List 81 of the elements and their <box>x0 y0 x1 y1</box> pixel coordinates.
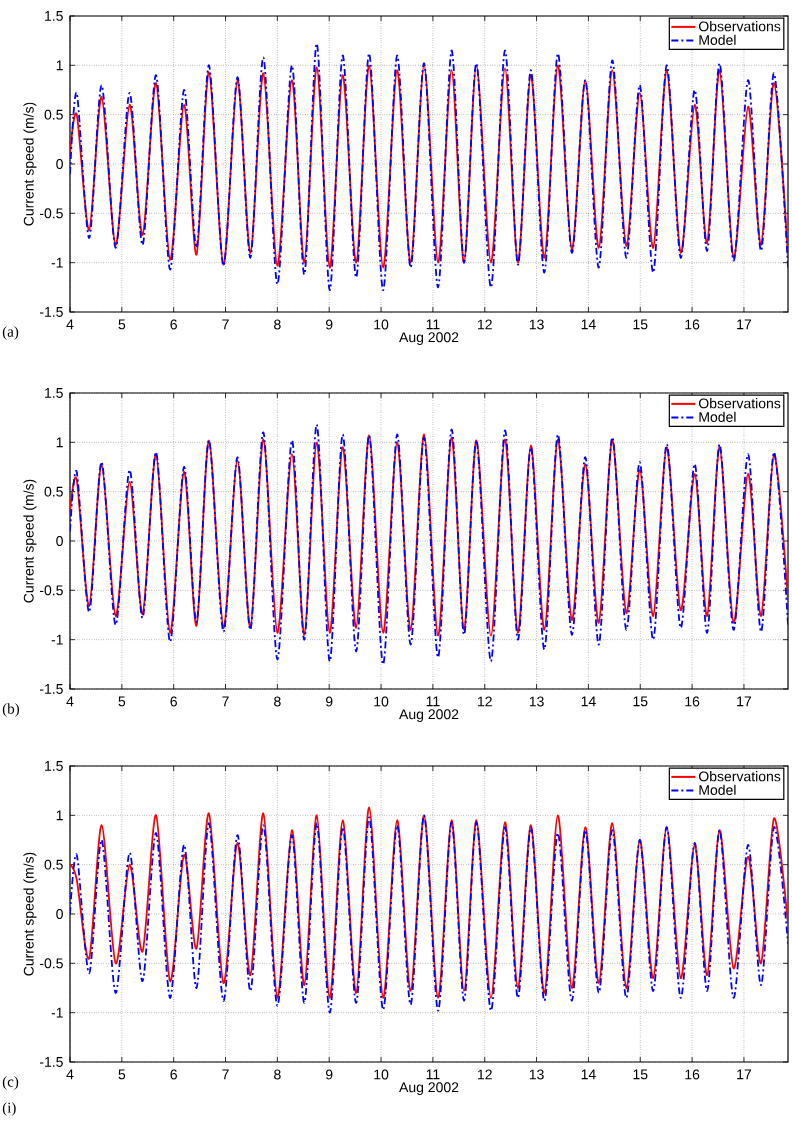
legend-label: Observations <box>698 21 781 32</box>
x-tick-label: 8 <box>274 319 281 330</box>
x-tick-label: 6 <box>170 1069 177 1080</box>
x-tick-label: 10 <box>374 696 389 707</box>
y-tick-label: 1.5 <box>45 761 63 771</box>
y-tick-label: 0 <box>56 909 63 919</box>
legend-label: Model <box>699 784 736 796</box>
y-tick-label: -1 <box>51 634 63 645</box>
x-tick-label: 12 <box>478 319 492 330</box>
x-tick-label: 14 <box>581 696 596 707</box>
text: (a) <box>2 326 19 340</box>
text: (i) <box>2 1102 16 1116</box>
y-tick-label: 0 <box>56 159 63 169</box>
legend-label: Observations <box>698 398 781 409</box>
x-tick-label: 17 <box>737 319 752 330</box>
y-tick-label: 1.5 <box>45 11 63 21</box>
y-tick-label: -1.5 <box>39 307 63 317</box>
x-tick-label: 15 <box>633 696 648 707</box>
y-tick-label: 0.5 <box>44 109 63 120</box>
x-tick-label: 12 <box>478 1069 492 1080</box>
y-tick-label: -1.5 <box>39 1057 63 1067</box>
x-tick-label: 7 <box>222 319 229 330</box>
text: (c) <box>2 1076 19 1090</box>
x-tick-label: 13 <box>529 696 544 707</box>
x-tick-label: 11 <box>426 696 440 707</box>
y-tick-label: 1 <box>56 810 63 821</box>
y-axis-title: Current speed (m/s) <box>23 102 37 226</box>
x-tick-label: 13 <box>529 1069 544 1080</box>
y-tick-label: -0.5 <box>39 208 63 219</box>
x-tick-label: 12 <box>478 696 492 707</box>
y-axis-title: Current speed (m/s) <box>23 852 37 976</box>
x-axis-title: Aug 2002 <box>399 332 459 345</box>
y-tick-label: -1.5 <box>39 684 63 694</box>
x-tick-label: 14 <box>581 319 596 330</box>
x-axis-title: Aug 2002 <box>399 709 459 722</box>
x-tick-label: 11 <box>426 319 440 330</box>
x-tick-label: 9 <box>325 319 333 330</box>
x-tick-label: 10 <box>374 319 389 330</box>
y-tick-label: -1 <box>51 257 63 268</box>
x-tick-label: 13 <box>529 319 544 330</box>
x-tick-label: 4 <box>66 696 74 707</box>
x-tick-label: 8 <box>274 1069 281 1080</box>
x-tick-label: 4 <box>66 319 74 330</box>
text: (b) <box>2 703 20 717</box>
x-tick-label: 5 <box>118 319 126 330</box>
x-tick-label: 16 <box>685 319 700 330</box>
y-tick-label: 1.5 <box>45 388 63 398</box>
x-tick-label: 15 <box>633 1069 648 1080</box>
line-series <box>70 64 789 269</box>
x-tick-label: 9 <box>325 1069 333 1080</box>
line-series <box>70 423 789 666</box>
legend-label: Model <box>699 34 736 45</box>
x-tick-label: 11 <box>426 1069 440 1080</box>
x-tick-label: 4 <box>66 1069 74 1080</box>
y-tick-label: -0.5 <box>39 585 63 596</box>
x-tick-label: 10 <box>374 1069 389 1080</box>
x-tick-label: 8 <box>274 696 281 707</box>
y-tick-label: 0.5 <box>44 486 63 497</box>
x-tick-label: 7 <box>222 696 229 707</box>
y-axis-title: Current speed (m/s) <box>23 479 37 603</box>
y-tick-label: -0.5 <box>39 958 63 969</box>
x-tick-label: 6 <box>170 696 177 707</box>
x-tick-label: 5 <box>118 1069 126 1080</box>
legend-label: Model <box>699 411 736 422</box>
x-tick-label: 7 <box>222 1069 229 1080</box>
y-tick-label: 1 <box>56 60 63 71</box>
x-tick-label: 16 <box>685 696 700 707</box>
legend-label: Observations <box>698 771 781 782</box>
x-tick-label: 6 <box>170 319 177 330</box>
y-tick-label: 1 <box>56 437 63 448</box>
y-tick-label: 0.5 <box>44 859 63 870</box>
x-axis-title: Aug 2002 <box>399 1082 459 1095</box>
x-tick-label: 17 <box>737 1069 752 1080</box>
x-tick-label: 15 <box>633 319 648 330</box>
x-tick-label: 9 <box>325 696 333 707</box>
x-tick-label: 14 <box>581 1069 596 1080</box>
y-tick-label: -1 <box>51 1007 63 1018</box>
x-tick-label: 5 <box>118 696 126 707</box>
y-tick-label: 0 <box>56 536 63 546</box>
x-tick-label: 17 <box>737 696 752 707</box>
x-tick-label: 16 <box>685 1069 700 1080</box>
